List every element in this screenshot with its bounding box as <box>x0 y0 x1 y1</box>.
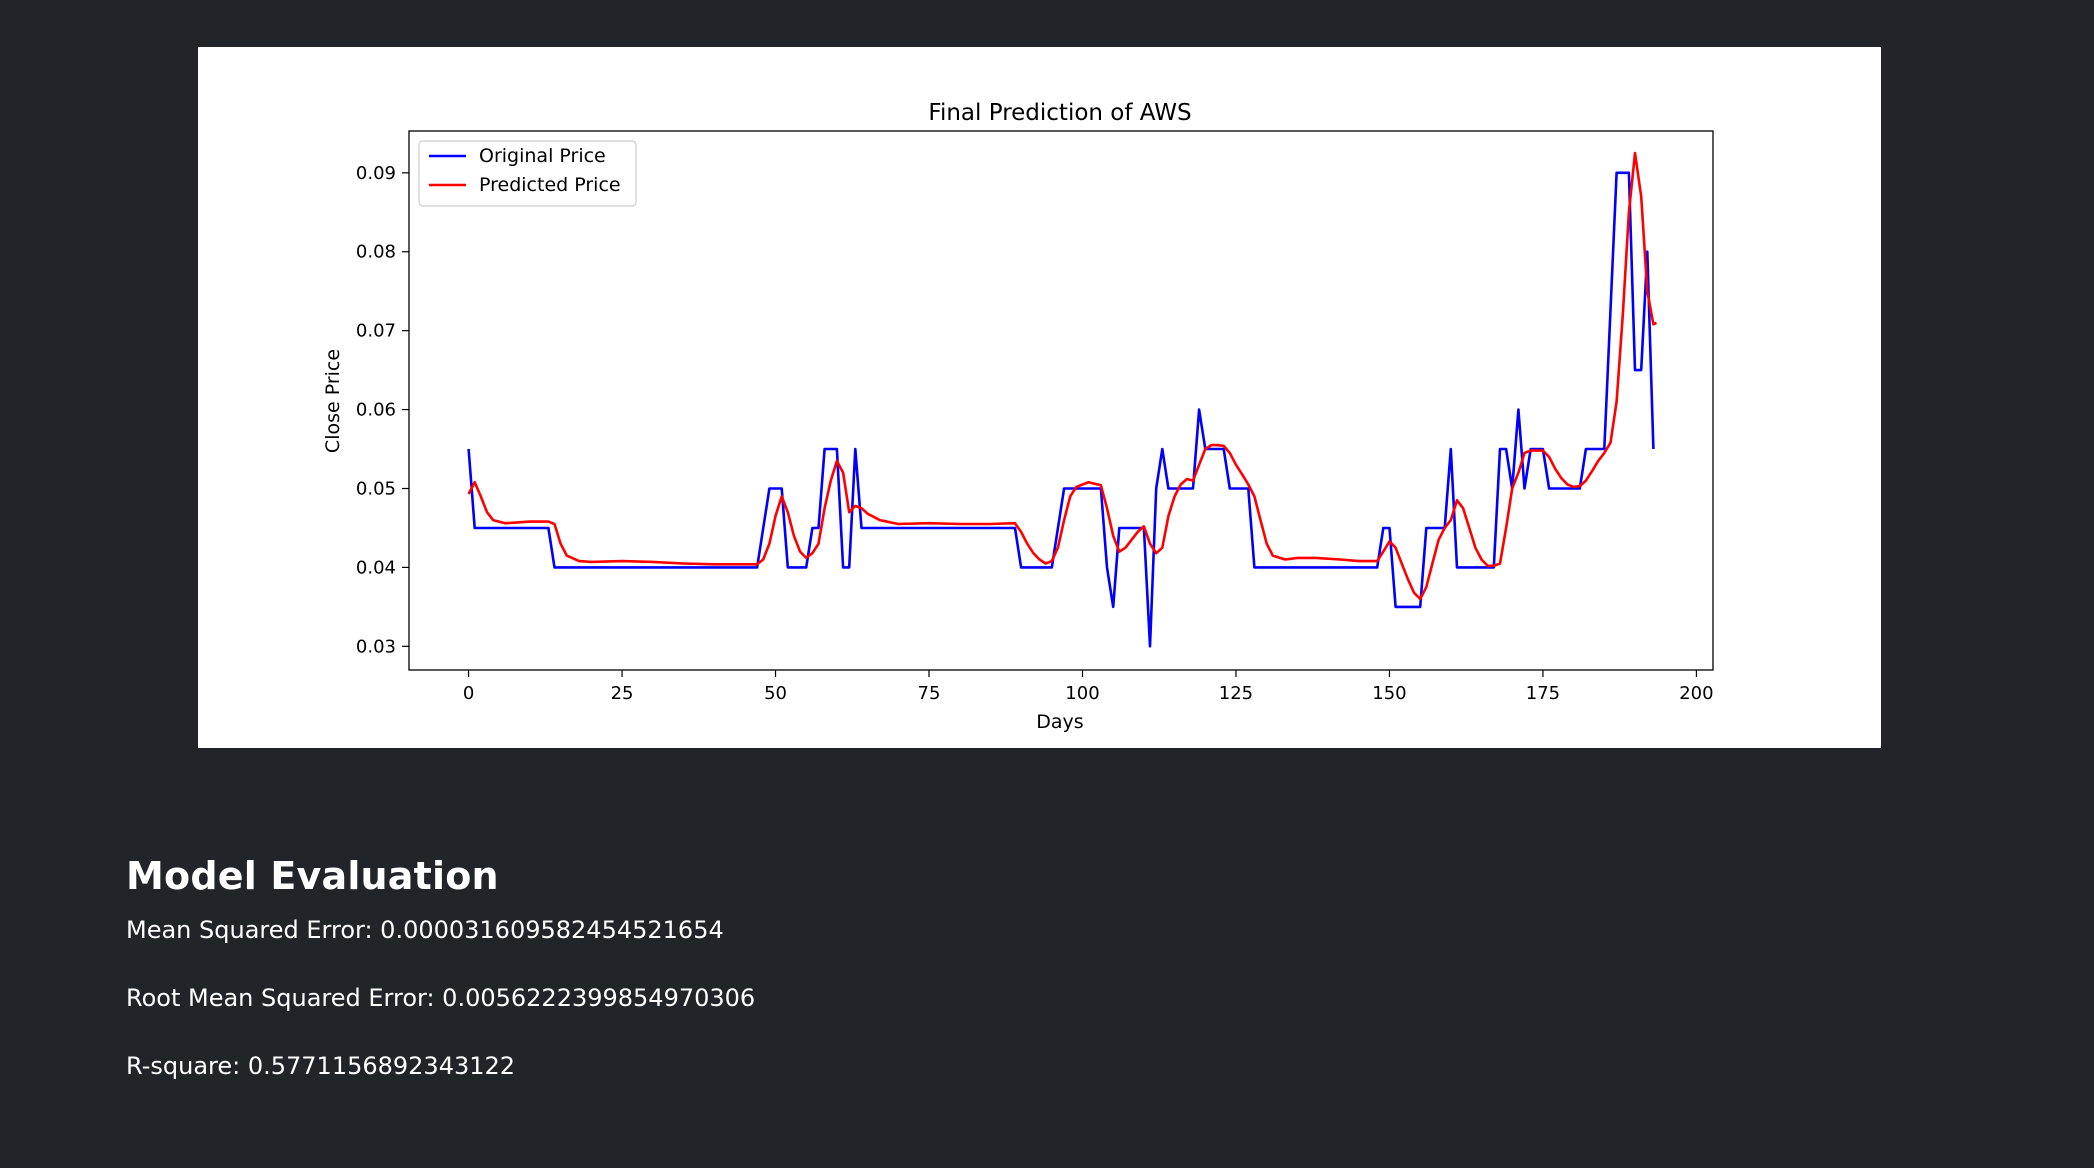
y-tick-label: 0.05 <box>356 478 396 499</box>
x-tick-label: 125 <box>1219 683 1253 704</box>
y-tick-label: 0.06 <box>356 400 396 421</box>
x-axis: 0 25 50 75 100 125 150 175 200 <box>463 670 1714 704</box>
plot-frame <box>408 130 1714 671</box>
y-tick-label: 0.07 <box>356 321 396 342</box>
chart-title: Final Prediction of AWS <box>928 100 1191 126</box>
x-tick-label: 175 <box>1526 683 1560 704</box>
x-tick-label: 50 <box>764 683 787 704</box>
y-tick-label: 0.03 <box>356 636 396 657</box>
plot-area <box>408 130 1714 671</box>
legend-entry: Original Price <box>479 145 606 167</box>
x-tick-label: 25 <box>611 683 634 704</box>
x-tick-label: 200 <box>1679 683 1713 704</box>
y-tick-label: 0.09 <box>356 163 396 184</box>
rmse-text: Root Mean Squared Error: 0.0056222399854… <box>126 984 756 1012</box>
prediction-chart: Final Prediction of AWS 0 25 50 75 100 125 150… <box>322 100 1714 733</box>
y-tick-label: 0.04 <box>356 557 396 578</box>
r2-text: R-square: 0.5771156892343122 <box>126 1052 516 1080</box>
series-line-original-price <box>467 171 1655 648</box>
evaluation-heading: Model Evaluation <box>126 854 499 898</box>
y-tick-label: 0.08 <box>356 242 396 263</box>
legend-box <box>418 140 637 207</box>
y-axis: 0.03 0.04 0.05 0.06 0.07 0.08 0.09 <box>356 163 409 657</box>
legend-entry: Predicted Price <box>479 174 621 196</box>
legend: Original Price Predicted Price <box>418 140 637 207</box>
x-tick-label: 150 <box>1372 683 1406 704</box>
x-tick-label: 100 <box>1065 683 1099 704</box>
y-axis-label: Close Price <box>322 349 344 453</box>
mse-text: Mean Squared Error: 0.000031609582454521… <box>126 916 724 944</box>
x-axis-label: Days <box>1036 711 1083 733</box>
model-evaluation: Model Evaluation Mean Squared Error: 0.0… <box>126 854 755 1120</box>
x-tick-label: 75 <box>918 683 941 704</box>
series-line-predicted-price <box>467 151 1658 601</box>
prediction-chart-card: Final Prediction of AWS 0 25 50 75 100 125 150… <box>198 47 1881 748</box>
x-tick-label: 0 <box>463 683 474 704</box>
